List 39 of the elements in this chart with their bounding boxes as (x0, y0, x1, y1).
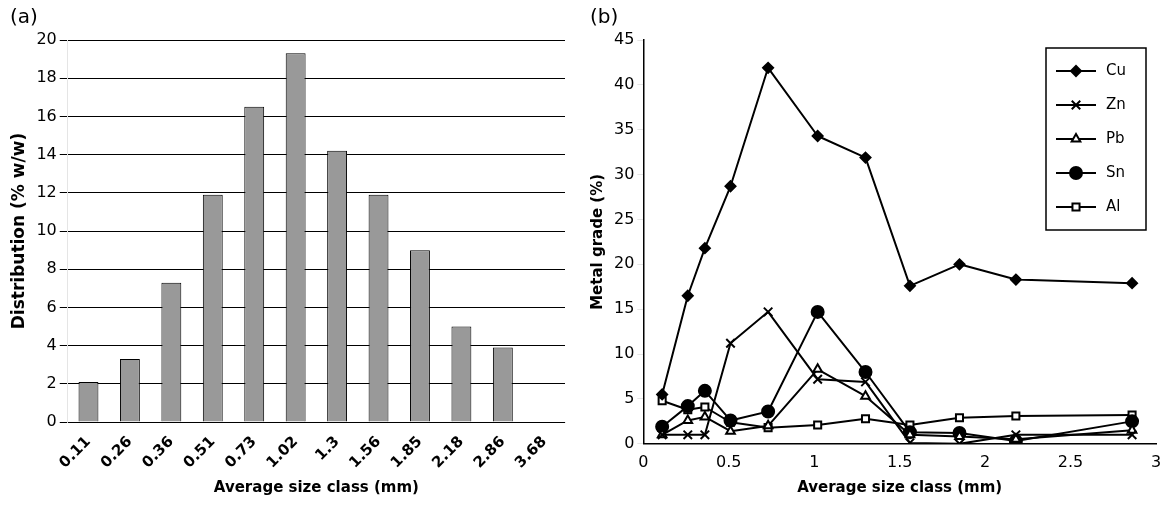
y-tick-label: 20 (614, 253, 635, 273)
y-tick-label: 12 (36, 182, 57, 201)
text: (b) (590, 4, 619, 29)
legend-label: Cu (1106, 60, 1126, 79)
legend-label: Al (1106, 196, 1121, 215)
legend-label: Zn (1106, 94, 1126, 113)
y-tick-label: 25 (614, 208, 635, 228)
y-tick-label: 20 (36, 29, 57, 49)
x-tick-label: 1.5 (886, 451, 913, 471)
x-tick-label: 0.5 (716, 451, 742, 471)
y-axis-title: Distribution (% w/w) (7, 132, 28, 330)
y-axis-title: Metal grade (%) (587, 173, 606, 310)
x-axis-title: Average size class (mm) (797, 477, 1003, 496)
x-tick-label: 2 (980, 451, 991, 471)
y-tick-label: 5 (624, 388, 635, 408)
y-tick-label: 6 (46, 296, 57, 316)
x-tick-label: 1.3 (311, 432, 343, 464)
y-tick-label: 2 (46, 373, 57, 393)
y-tick-label: 18 (36, 67, 57, 87)
y-tick-label: 14 (36, 143, 57, 163)
x-tick-label: 2.5 (1057, 451, 1084, 471)
y-tick-label: 0 (46, 411, 57, 431)
y-tick-label: 15 (614, 298, 635, 318)
y-tick-label: 35 (614, 118, 635, 138)
y-tick-label: 45 (614, 29, 635, 49)
legend-label: Sn (1106, 162, 1126, 181)
y-tick-label: 10 (614, 343, 635, 363)
text: (a) (10, 4, 38, 29)
y-tick-label: 4 (46, 334, 57, 354)
x-tick-label: 3 (1150, 451, 1162, 471)
x-tick-label: 0 (638, 451, 649, 471)
legend-label: Pb (1106, 128, 1125, 147)
y-tick-label: 8 (46, 258, 57, 278)
y-tick-label: 30 (614, 163, 635, 183)
y-tick-label: 40 (614, 74, 635, 94)
x-axis-title: Average size class (mm) (213, 477, 419, 496)
y-tick-label: 10 (36, 220, 57, 240)
y-tick-label: 16 (36, 105, 57, 125)
x-tick-label: 1 (809, 451, 820, 471)
